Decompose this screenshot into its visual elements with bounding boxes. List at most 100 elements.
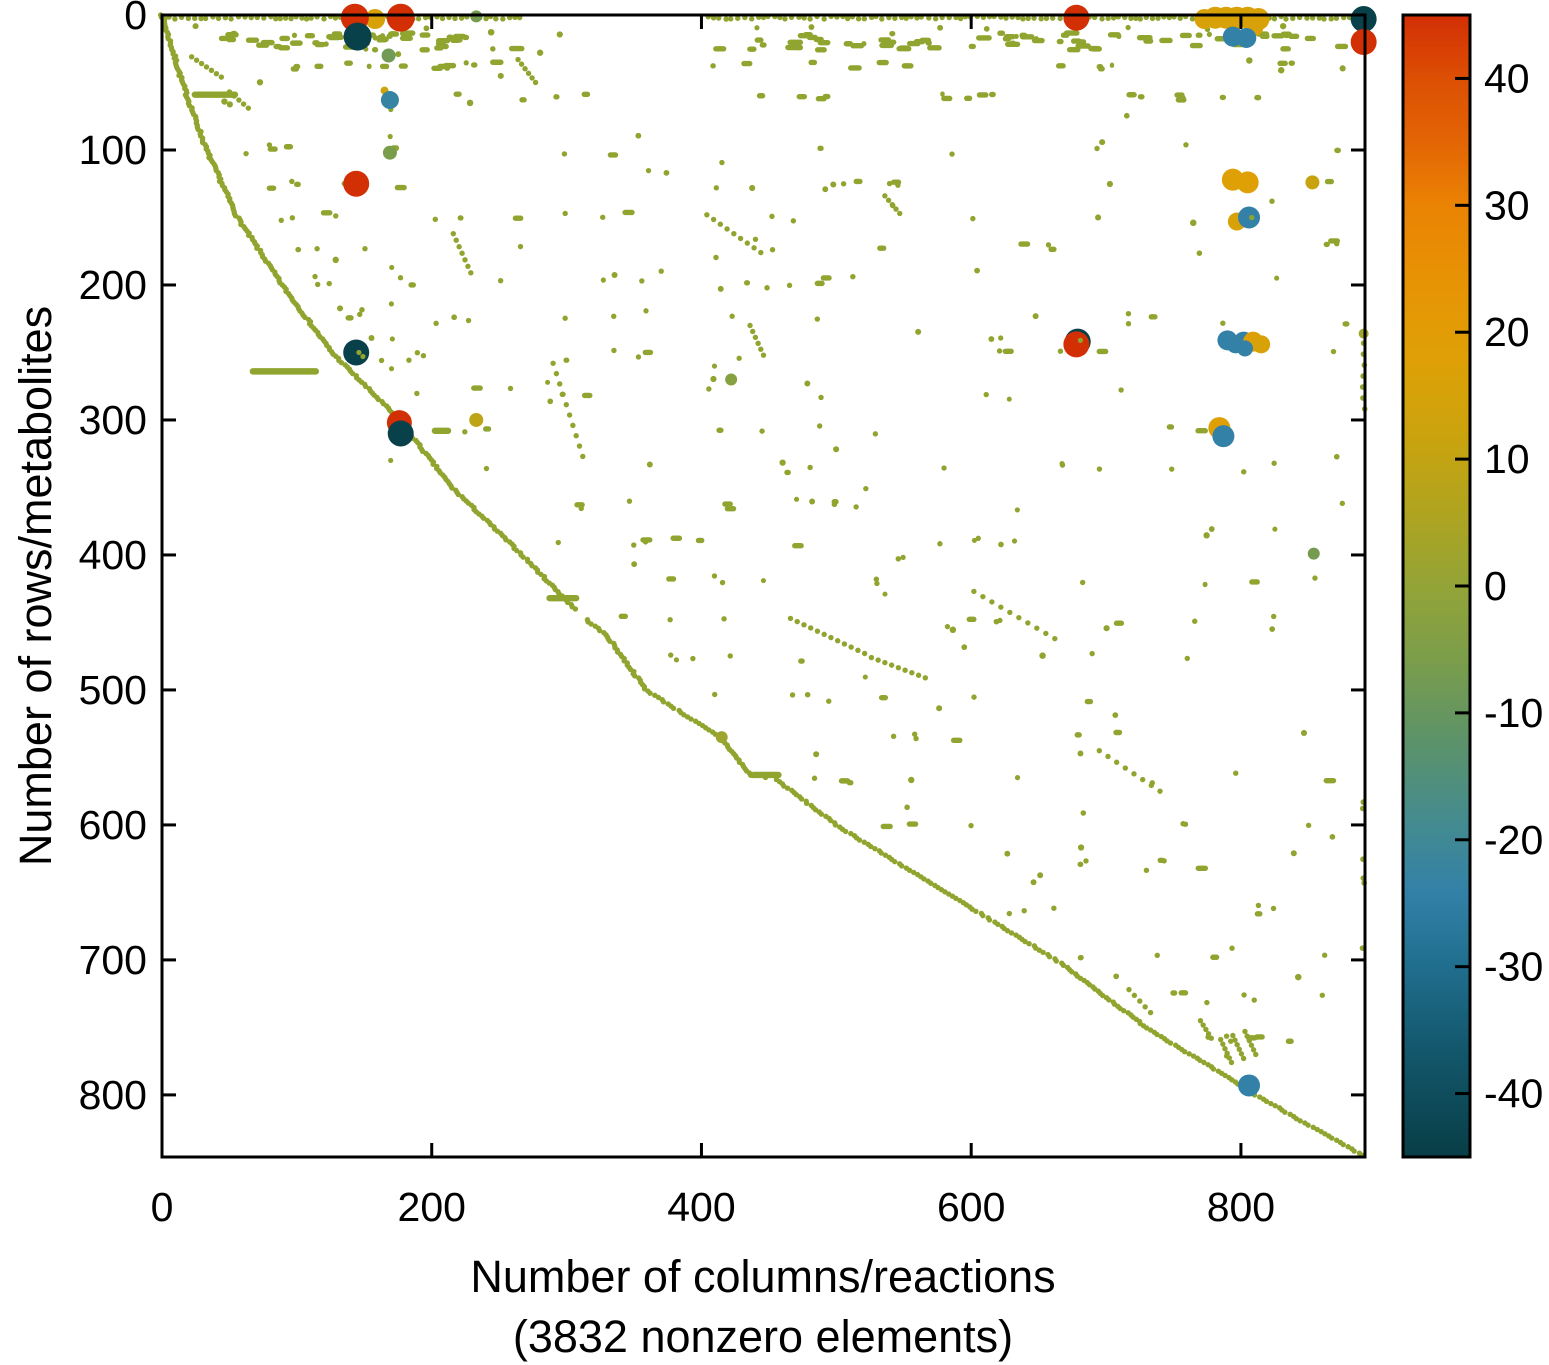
slant-dot [1232,1037,1238,1043]
sparse-dot [362,246,368,252]
row0-dot [1099,16,1105,22]
slant-dot [1250,1047,1257,1053]
row0-dot [202,15,209,22]
matrix-dash [820,275,832,281]
matrix-dash [1323,777,1337,784]
matrix-dash [622,209,635,216]
random-dot [1279,22,1287,30]
random-dot [1196,250,1203,256]
row0-dot [1177,15,1183,21]
slant-dot [573,433,579,439]
sparse-dot [996,348,1003,354]
row0-dot [1043,15,1050,22]
row0-dot [321,16,327,22]
sparse-dot [667,616,673,623]
matrix-dash [1334,147,1341,154]
matrix-dash [408,282,416,288]
sparse-dot [611,347,617,354]
slant-dot [1203,1026,1209,1033]
medium-marker [1305,175,1320,190]
sparse-dot [1079,579,1086,586]
slant-dot [465,263,471,270]
random-dot [451,314,458,321]
matrix-dash [927,45,942,51]
slant-dot [1217,1036,1224,1043]
large-marker [1252,335,1271,354]
random-dot [813,751,820,758]
matrix-dash [1009,40,1017,47]
diagonal-dot [980,912,986,919]
sparse-dot [727,653,733,659]
diagonal-dot [1297,1118,1303,1124]
row0-dot [228,16,234,22]
matrix-dash [293,63,301,70]
matrix-dash [1280,46,1291,52]
matrix-dash [804,691,811,698]
random-dot [536,49,544,56]
slant-dot [218,74,225,80]
sparse-dot [1125,320,1132,327]
random-dot [1246,57,1253,64]
sparse-dot [1223,1033,1230,1039]
slant-dot [1228,1059,1235,1066]
slant-dot [532,79,539,86]
row0-dot [1105,15,1111,22]
sparse-dot [1204,999,1210,1006]
slant-dot [971,588,977,595]
matrix-dash [607,152,619,158]
random-dot [226,101,233,108]
matrix-dash [889,30,896,37]
random-dot [1269,626,1276,633]
diagonal-dot [1263,1098,1270,1105]
sparse-dot [517,243,524,250]
slant-dot [744,240,751,246]
sparse-dot [559,391,565,398]
diagonal-dot [1310,1124,1316,1131]
random-dot [466,99,474,107]
slant-dot [188,54,195,60]
matrix-dash [600,277,606,283]
row0-dot [1321,16,1327,22]
row0-dot [807,16,813,22]
slant-dot [518,61,525,67]
slant-dot [787,615,794,622]
random-dot [547,398,554,405]
random-dot [646,461,653,468]
sparse-dot [1180,821,1186,827]
sparse-dot [970,215,976,222]
sparse-dot [1220,320,1226,326]
diagonal-dot [1026,941,1032,947]
sparse-dot [483,465,490,472]
slant-dot [1007,609,1013,616]
sparse-dot [465,317,472,324]
row0-dot [1189,16,1196,22]
diagonal-dot [891,858,898,865]
random-dot [332,256,339,264]
row0-dot [500,16,506,22]
row0-dot [716,15,722,21]
scatter-points [157,3,1377,1159]
random-dot [915,328,922,335]
diagonal-dot [688,716,694,722]
medium-marker [381,48,396,63]
row0-dot [1049,15,1056,21]
row0-dot [892,15,898,21]
matrix-dash [785,44,802,51]
random-dot [221,98,228,105]
colorbar-tick-label: 20 [1484,309,1530,355]
diagonal-dot [832,822,839,828]
sparse-dot [497,277,504,284]
overlay-dot [356,349,362,356]
matrix-dash [394,184,407,191]
matrix-dash [326,34,334,40]
random-dot [1011,538,1018,544]
colorbar-tick-labels: 40 30 20 10 0 -10 -20 -30 -40 [1484,55,1543,1116]
row0-dot [215,15,222,22]
slant-dot [456,244,462,250]
slant-dot [747,322,753,329]
slant-dot [566,412,573,418]
random-dot [949,626,957,634]
diagonal-dot [1040,949,1046,956]
row0-dot [198,15,204,22]
sparse-dot [1143,867,1150,874]
